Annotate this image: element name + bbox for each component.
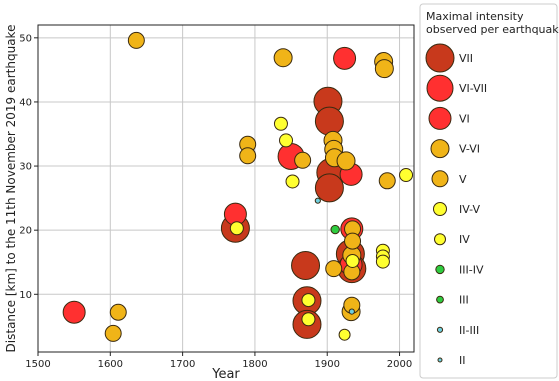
data-point	[336, 151, 356, 171]
data-point	[378, 172, 396, 190]
y-tick-label: 50	[19, 33, 32, 44]
x-tick-label: 1900	[315, 359, 340, 370]
x-tick-label: 2000	[387, 359, 412, 370]
legend-marker	[428, 106, 452, 130]
data-point	[279, 133, 294, 148]
data-point	[273, 116, 288, 131]
legend-marker	[435, 264, 445, 275]
data-point	[374, 59, 394, 79]
data-point	[345, 253, 360, 268]
x-tick-label: 1700	[170, 359, 195, 370]
data-point	[330, 224, 340, 235]
data-point	[301, 293, 316, 308]
y-axis-label: Distance [km] to the 11th November 2019 …	[4, 25, 18, 353]
legend-marker	[437, 357, 443, 363]
legend-marker	[426, 74, 454, 102]
y-tick-label: 30	[19, 162, 32, 173]
x-tick-label: 1800	[242, 359, 267, 370]
legend-label: II	[459, 354, 466, 367]
data-point	[325, 260, 343, 278]
data-point	[109, 303, 127, 321]
data-point	[301, 312, 316, 327]
y-tick-label: 20	[19, 226, 32, 237]
legend-label: IV-V	[459, 203, 480, 216]
y-tick-label: 40	[19, 97, 32, 108]
legend-label: V-VI	[459, 143, 480, 156]
legend-label: III-IV	[459, 263, 484, 276]
data-point	[229, 221, 244, 236]
plot-frame	[37, 24, 415, 353]
data-point	[314, 197, 321, 204]
data-point	[239, 147, 257, 165]
x-tick-label: 1600	[98, 359, 123, 370]
legend-marker	[430, 139, 450, 159]
data-point	[314, 173, 344, 203]
data-point	[348, 308, 355, 315]
data-point	[273, 48, 293, 68]
legend-label: III	[459, 294, 469, 307]
legend-marker	[431, 170, 449, 188]
legend-label: IV	[459, 233, 470, 246]
legend-marker	[433, 202, 447, 216]
data-point	[344, 232, 362, 250]
legend-label: VI	[459, 112, 470, 125]
legend-marker	[436, 295, 444, 304]
legend-marker	[434, 233, 446, 246]
data-point	[104, 324, 122, 342]
legend-label: VII	[459, 52, 473, 65]
legend-label: V	[459, 173, 467, 186]
data-point	[291, 250, 321, 280]
legend-label: II-III	[459, 324, 479, 337]
legend-marker	[436, 326, 444, 333]
legend-title: observed per earthquake	[426, 23, 559, 36]
data-point	[333, 46, 357, 70]
data-point	[62, 300, 86, 324]
y-tick-label: 10	[19, 290, 32, 301]
data-point	[375, 254, 390, 269]
data-point	[285, 174, 300, 189]
legend-box	[419, 3, 558, 379]
legend-title: Maximal intensity	[426, 10, 524, 23]
data-point	[338, 328, 351, 341]
data-point	[314, 106, 344, 136]
plot-area: 1500 1600 1700 1800 1900 2000 10 20 30 40 50 Year Di…	[4, 24, 415, 381]
legend-label: VI-VII	[459, 82, 487, 95]
data-point	[399, 168, 414, 183]
x-axis-label: Year	[211, 367, 240, 381]
data-point	[127, 31, 145, 49]
legend-marker	[425, 43, 455, 73]
data-point	[294, 151, 312, 169]
x-tick-label: 1500	[25, 359, 50, 370]
